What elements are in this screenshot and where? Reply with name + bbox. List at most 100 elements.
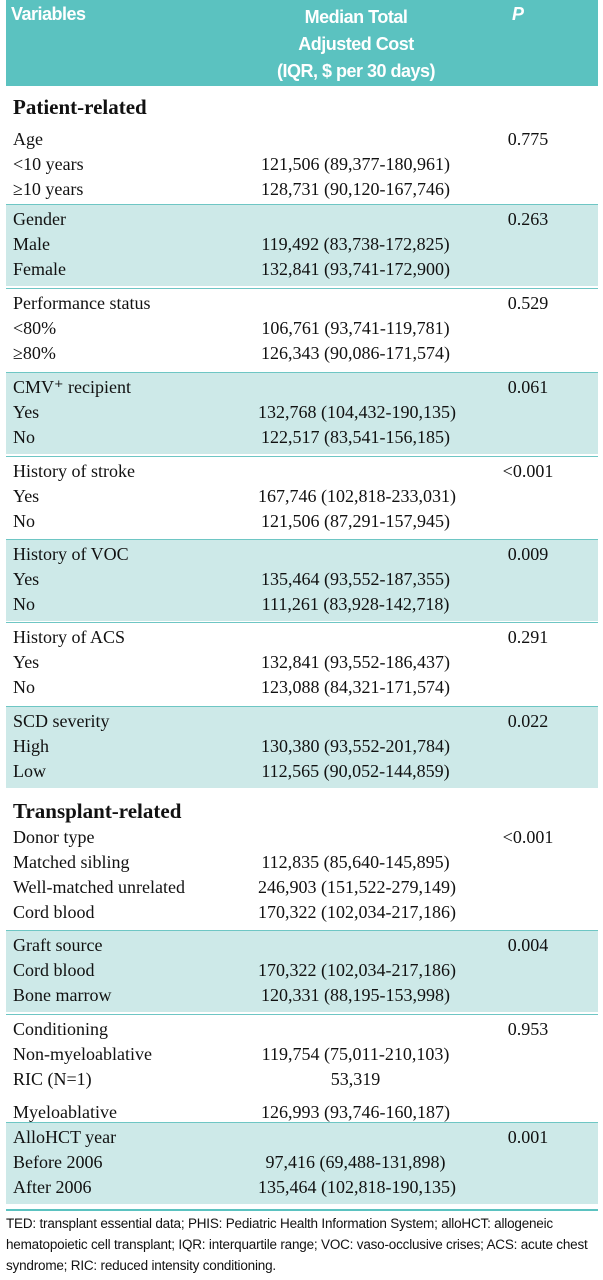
row-label: Non-myeloablative — [13, 1044, 152, 1064]
section-title: Patient-related — [13, 95, 147, 119]
group-header-row: CMV⁺ recipient 0.061 — [6, 375, 598, 400]
row-cost: 119,754 (75,011-210,103) — [261, 1044, 450, 1064]
variable-group: AlloHCT year 0.001 Before 2006 97,416 (69,4… — [6, 1122, 598, 1204]
group-header-row: Conditioning 0.953 — [6, 1017, 598, 1042]
row-cost: 135,464 (102,818-190,135) — [258, 1177, 456, 1197]
table-row: ≥10 years 128,731 (90,120-167,746) — [6, 177, 598, 202]
table-row: Yes 132,768 (104,432-190,135) — [6, 400, 598, 425]
group-name: Gender — [13, 209, 66, 229]
table-row: <10 years 121,506 (89,377-180,961) — [6, 152, 598, 177]
table-header: Variables Median Total Adjusted Cost (IQ… — [6, 0, 598, 86]
row-label: Yes — [13, 402, 40, 422]
row-label: No — [13, 594, 35, 614]
table-row: Matched sibling 112,835 (85,640-145,895) — [6, 850, 598, 875]
row-label: Well-matched unrelated — [13, 877, 185, 897]
row-label: Bone marrow — [13, 985, 112, 1005]
table-row: <80% 106,761 (93,741-119,781) — [6, 316, 598, 341]
group-name: Conditioning — [13, 1019, 109, 1039]
header-cost: Median Total Adjusted Cost (IQR, $ per 3… — [256, 4, 456, 85]
row-label: Cord blood — [13, 902, 95, 922]
variable-group: CMV⁺ recipient 0.061 Yes 132,768 (104,432-1… — [6, 372, 598, 454]
p-value: 0.953 — [507, 1019, 549, 1039]
group-name: Performance status — [13, 293, 151, 313]
row-cost: 246,903 (151,522-279,149) — [258, 877, 456, 897]
row-cost: 121,506 (89,377-180,961) — [261, 154, 450, 174]
variable-group: SCD severity 0.022 High 130,380 (93,552-201… — [6, 706, 598, 788]
row-cost: 128,731 (90,120-167,746) — [261, 179, 450, 199]
group-header-row: History of stroke <0.001 — [6, 459, 598, 484]
table-row: Female 132,841 (93,741-172,900) — [6, 257, 598, 282]
table-row: Yes 135,464 (93,552-187,355) — [6, 567, 598, 592]
row-label: Low — [13, 761, 46, 781]
table-row: Bone marrow 120,331 (88,195-153,998) — [6, 983, 598, 1008]
row-label: Yes — [13, 569, 40, 589]
row-cost: 106,761 (93,741-119,781) — [261, 318, 450, 338]
row-cost: 170,322 (102,034-217,186) — [258, 902, 456, 922]
group-header-row: Performance status 0.529 — [6, 291, 598, 316]
table-row: After 2006 135,464 (102,818-190,135) — [6, 1175, 598, 1200]
group-header-row: Age 0.775 — [6, 127, 598, 152]
table-row: RIC (N=1) 53,319 — [6, 1067, 598, 1092]
p-value: 0.001 — [507, 1127, 549, 1147]
group-name: Age — [13, 129, 43, 149]
group-name: CMV⁺ recipient — [13, 377, 131, 397]
p-value: <0.001 — [502, 827, 554, 847]
table-row: Cord blood 170,322 (102,034-217,186) — [6, 958, 598, 983]
row-cost: 135,464 (93,552-187,355) — [261, 569, 450, 589]
table-row: Myeloablative 126,993 (93,746-160,187) — [6, 1100, 598, 1125]
group-name: History of stroke — [13, 461, 135, 481]
group-name: History of VOC — [13, 544, 129, 564]
table-row: Well-matched unrelated 246,903 (151,522-2… — [6, 875, 598, 900]
table-row: High 130,380 (93,552-201,784) — [6, 734, 598, 759]
p-value: 0.061 — [507, 377, 549, 397]
row-label: No — [13, 511, 35, 531]
table-row: Cord blood 170,322 (102,034-217,186) — [6, 900, 598, 925]
row-cost: 126,343 (90,086-171,574) — [261, 343, 450, 363]
variable-group: History of VOC 0.009 Yes 135,464 (93,552-18… — [6, 539, 598, 621]
row-label: Yes — [13, 652, 40, 672]
row-cost: 122,517 (83,541-156,185) — [261, 427, 450, 447]
variable-group: Gender 0.263 Male 119,492 (83,738-172,825) F… — [6, 204, 598, 286]
row-label: RIC (N=1) — [13, 1069, 92, 1089]
table-row: Yes 167,746 (102,818-233,031) — [6, 484, 598, 509]
p-value: 0.291 — [507, 627, 549, 647]
section-title: Transplant-related — [13, 799, 182, 823]
row-cost: 53,319 — [330, 1069, 381, 1089]
row-cost: 97,416 (69,488-131,898) — [265, 1152, 446, 1172]
group-header-row: Gender 0.263 — [6, 207, 598, 232]
row-cost: 123,088 (84,321-171,574) — [261, 677, 450, 697]
footnote-rule — [6, 1209, 598, 1211]
variable-group: History of stroke <0.001 Yes 167,746 (102,8… — [6, 456, 598, 538]
row-cost: 112,565 (90,052-144,859) — [261, 761, 450, 781]
row-label: Yes — [13, 486, 40, 506]
group-header-row: AlloHCT year 0.001 — [6, 1125, 598, 1150]
group-name: Donor type — [13, 827, 95, 847]
row-label: Male — [13, 234, 50, 254]
row-label: High — [13, 736, 49, 756]
table-row: No 121,506 (87,291-157,945) — [6, 509, 598, 534]
row-label: No — [13, 427, 35, 447]
group-name: History of ACS — [13, 627, 126, 647]
p-value: 0.004 — [507, 935, 549, 955]
row-label: Myeloablative — [13, 1102, 117, 1122]
row-cost: 167,746 (102,818-233,031) — [258, 486, 456, 506]
variable-group: Conditioning 0.953 Non-myeloablative 119,75… — [6, 1014, 598, 1129]
row-label: Female — [13, 259, 66, 279]
p-value: 0.775 — [507, 129, 549, 149]
row-cost: 170,322 (102,034-217,186) — [258, 960, 456, 980]
row-label: ≥10 years — [13, 179, 84, 199]
footnote: TED: transplant essential data; PHIS: Pe… — [6, 1216, 588, 1273]
row-label: After 2006 — [13, 1177, 92, 1197]
group-header-row: Graft source 0.004 — [6, 933, 598, 958]
p-value: 0.022 — [507, 711, 549, 731]
table-row: Before 2006 97,416 (69,488-131,898) — [6, 1150, 598, 1175]
table-row: No 123,088 (84,321-171,574) — [6, 675, 598, 700]
header-cost-line1: Median Total — [304, 7, 408, 27]
table-row: ≥80% 126,343 (90,086-171,574) — [6, 341, 598, 366]
row-cost: 111,261 (83,928-142,718) — [261, 594, 450, 614]
variable-group: Donor type <0.001 Matched sibling 112,835 (… — [6, 823, 598, 929]
group-header-row: SCD severity 0.022 — [6, 709, 598, 734]
row-cost: 120,331 (88,195-153,998) — [261, 985, 450, 1005]
row-cost: 121,506 (87,291-157,945) — [261, 511, 450, 531]
